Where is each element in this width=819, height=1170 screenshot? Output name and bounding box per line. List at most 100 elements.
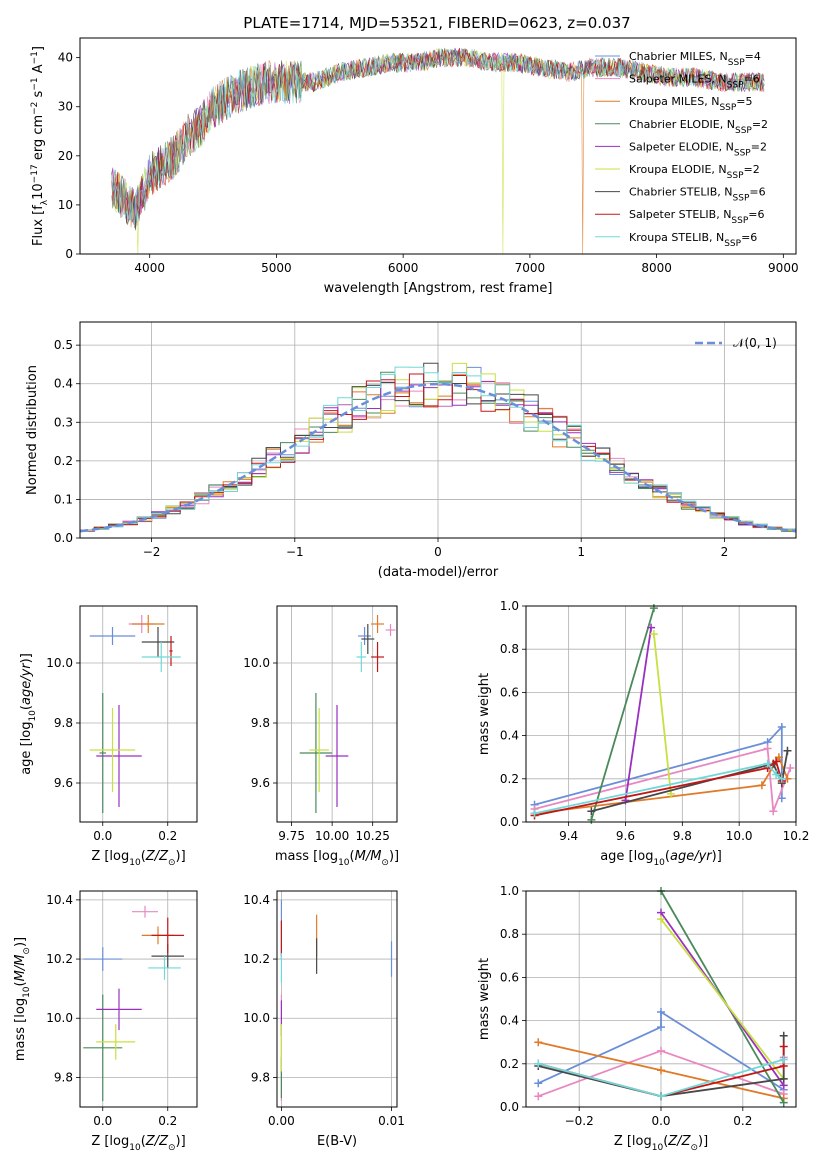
legend-entry: Chabrier ELODIE, NSSP=2 xyxy=(629,118,768,136)
weight-vs-age-x-label: age [log10(age/yr)] xyxy=(600,849,722,868)
legend-entry: 𝒩(0, 1) xyxy=(733,336,777,350)
mass-vs-EBV-x-label: E(B-V) xyxy=(317,1134,357,1149)
y-tick-label: 10.0 xyxy=(46,656,73,670)
mass-vs-EBV-axes: 0.00 0.01 9.8 10.0 10.2 10.4 xyxy=(243,891,405,1128)
spectrum-lines xyxy=(111,47,765,255)
y-tick-label: 40 xyxy=(58,51,73,65)
weight-marker xyxy=(649,630,658,639)
error-bar-point xyxy=(356,642,367,672)
error-bar-point xyxy=(83,994,123,1102)
weight-marker xyxy=(783,746,792,755)
y-tick-label: 9.6 xyxy=(251,776,270,790)
age-vs-Z-frame xyxy=(79,605,198,823)
weight-marker xyxy=(534,1038,543,1047)
error-bar-point xyxy=(371,615,385,633)
x-tick-label: 4000 xyxy=(134,261,165,275)
error-bar-point xyxy=(385,624,396,636)
x-tick-label: 9000 xyxy=(768,261,799,275)
mass-vs-EBV-frame xyxy=(276,890,398,1108)
weight-series-line xyxy=(537,1010,785,1091)
y-tick-label: 0.0 xyxy=(500,1100,519,1114)
x-tick-label: 9.8 xyxy=(673,829,692,843)
error-bar-point xyxy=(371,642,385,672)
x-tick-label: 1 xyxy=(577,545,585,559)
age-vs-Z-points xyxy=(89,615,181,813)
error-bar-point xyxy=(148,956,181,980)
weight-marker xyxy=(534,1079,543,1088)
x-tick-label: −2 xyxy=(143,545,161,559)
normal-curve xyxy=(79,382,797,533)
histogram-series xyxy=(80,362,796,532)
spectrum-y-label: Flux [fλ10−17 erg cm−2 s−1 A−1] xyxy=(30,46,50,246)
mass-vs-Z-points xyxy=(83,905,184,1102)
weight-marker xyxy=(779,1031,788,1040)
age-vs-mass-x-label: mass [log10(M/M⊙)] xyxy=(275,849,399,868)
weight-marker xyxy=(587,815,596,824)
y-tick-label: 20 xyxy=(58,149,73,163)
weight-marker xyxy=(786,764,795,772)
weight-marker xyxy=(777,722,786,731)
weight-vs-Z-frame xyxy=(525,890,797,1108)
y-tick-label: 0.6 xyxy=(500,970,519,984)
y-tick-label: 0.4 xyxy=(500,729,519,743)
error-bar-point xyxy=(309,708,329,792)
mass-vs-Z-x-label: Z [log10(Z/Z⊙)] xyxy=(91,1134,185,1153)
weight-marker xyxy=(649,604,658,613)
y-tick-label: 1.0 xyxy=(500,884,519,898)
weight-marker xyxy=(657,1007,665,1016)
weight-marker xyxy=(763,759,772,768)
legend-entry: Salpeter ELODIE, NSSP=2 xyxy=(629,140,767,158)
y-tick-label: 10.2 xyxy=(46,952,73,966)
error-bar-point xyxy=(132,905,158,918)
weight-marker xyxy=(772,757,781,766)
y-tick-label: 0.0 xyxy=(500,815,519,829)
x-tick-label: −0.2 xyxy=(565,1114,594,1128)
y-tick-label: 0.2 xyxy=(500,772,519,786)
residuals-frame xyxy=(79,321,797,539)
y-tick-label: 9.8 xyxy=(251,1070,270,1084)
error-bar-point xyxy=(132,615,165,633)
error-bar-point xyxy=(358,627,372,645)
weight-vs-Z-x-label: Z [log10(Z/Z⊙)] xyxy=(614,1134,708,1153)
y-tick-label: 10.4 xyxy=(46,893,73,907)
error-bar-point xyxy=(96,1024,136,1060)
x-tick-label: 0.0 xyxy=(93,1114,112,1128)
spectrum-x-label: wavelength [Angstrom, rest frame] xyxy=(324,281,553,296)
spectrum-frame xyxy=(79,37,797,255)
error-bar-point xyxy=(141,627,175,657)
y-tick-label: 0.6 xyxy=(500,685,519,699)
weight-marker xyxy=(777,774,786,783)
spectrum-series-line xyxy=(111,47,765,255)
y-tick-label: 0.4 xyxy=(500,1014,519,1028)
y-tick-label: 10.4 xyxy=(243,893,270,907)
weight-marker xyxy=(647,623,656,632)
y-tick-label: 0.8 xyxy=(500,642,519,656)
x-tick-label: 9.4 xyxy=(559,829,578,843)
y-tick-label: 10.2 xyxy=(243,952,270,966)
residual-histograms xyxy=(79,362,797,533)
weight-marker xyxy=(657,915,665,924)
weight-vs-Z-y-label: mass weight xyxy=(477,958,492,1040)
error-bar-point xyxy=(325,705,349,807)
legend-entry: Chabrier STELIB, NSSP=6 xyxy=(629,186,766,204)
error-bar-point xyxy=(96,705,142,807)
age-vs-mass-points xyxy=(299,615,396,813)
weight-marker xyxy=(530,809,539,818)
weight-series-line xyxy=(660,890,785,1104)
legend-entry: Salpeter MILES, NSSP=6 xyxy=(629,73,760,91)
y-tick-label: 0.0 xyxy=(54,531,73,545)
legend-entry: Kroupa MILES, NSSP=5 xyxy=(629,95,753,113)
weight-series-line xyxy=(534,759,783,817)
x-tick-label: 10.25 xyxy=(355,829,389,843)
error-bar-point xyxy=(141,642,181,672)
age-vs-Z-x-label: Z [log10(Z/Z⊙)] xyxy=(91,849,185,868)
legend-entry: Salpeter STELIB, NSSP=6 xyxy=(629,208,765,226)
x-tick-label: 10.0 xyxy=(726,829,753,843)
spectrum-series-line xyxy=(111,48,765,228)
error-bar-point xyxy=(169,636,173,666)
y-tick-label: 9.6 xyxy=(54,776,73,790)
age-vs-Z-y-label: age [log10(age/yr)] xyxy=(19,653,38,775)
x-tick-label: 0.0 xyxy=(651,1114,670,1128)
x-tick-label: 9.75 xyxy=(278,829,305,843)
